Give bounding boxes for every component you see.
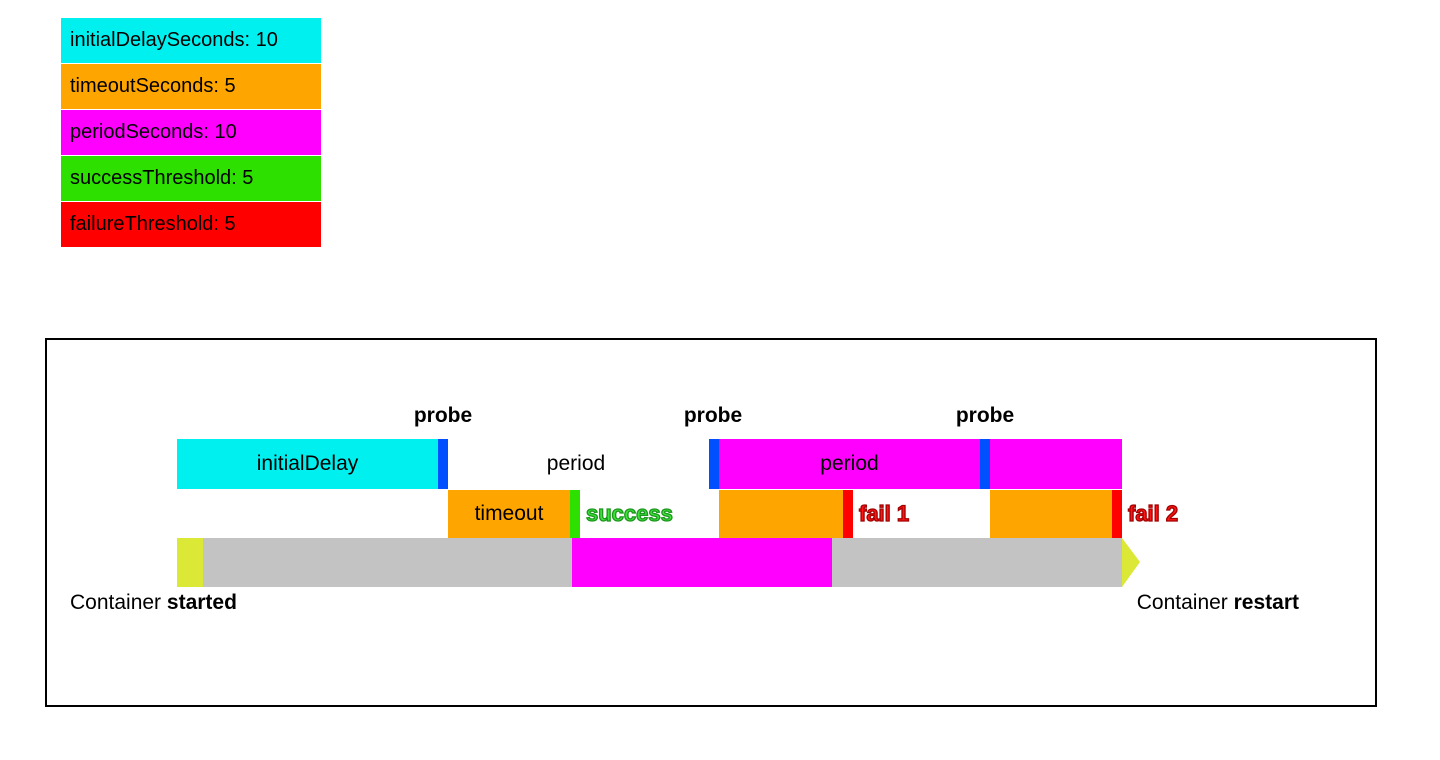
legend: initialDelaySeconds: 10 timeoutSeconds: …: [61, 18, 321, 248]
fail-1-label: fail 1: [858, 500, 910, 526]
legend-item-success-threshold: successThreshold: 5: [61, 156, 321, 201]
legend-item-period: periodSeconds: 10: [61, 110, 321, 155]
probe-label-3: probe: [955, 404, 1015, 427]
container-restart-label: Container restart: [1137, 591, 1299, 615]
container-restart-bold: restart: [1233, 591, 1299, 614]
timeout-bar-1: timeout: [448, 490, 570, 538]
container-restart-prefix: Container: [1136, 591, 1234, 614]
success-tick: [570, 490, 580, 538]
period-bar: period: [719, 439, 980, 489]
fail-tick-1: [843, 490, 853, 538]
legend-item-initial-delay: initialDelaySeconds: 10: [61, 18, 321, 63]
timeout-bar-3: [990, 490, 1112, 538]
probe-tick-3: [980, 439, 990, 489]
success-label: success: [585, 500, 673, 526]
probe-tick-2: [709, 439, 719, 489]
probe-tick-1: [438, 439, 448, 489]
period-gap-label: period: [546, 452, 606, 475]
timeline-start-cap: [177, 538, 203, 587]
timeout-bar-2: [719, 490, 843, 538]
container-started-prefix: Container: [70, 591, 167, 614]
probe-label-2: probe: [683, 404, 743, 427]
period-bar-2: [990, 439, 1122, 489]
legend-item-timeout: timeoutSeconds: 5: [61, 64, 321, 109]
timeline-busy-segment: [572, 538, 832, 587]
probe-label-1: probe: [413, 404, 473, 427]
initial-delay-bar: initialDelay: [177, 439, 438, 489]
fail-tick-2: [1112, 490, 1122, 538]
fail-2-label: fail 2: [1127, 500, 1179, 526]
probe-timing-diagram: probe probe probe initialDelay period pe…: [45, 338, 1377, 707]
timeline-end-arrow-icon: [1122, 538, 1140, 587]
container-started-bold: started: [166, 591, 237, 614]
container-started-label: Container started: [70, 591, 237, 615]
legend-item-failure-threshold: failureThreshold: 5: [61, 202, 321, 247]
